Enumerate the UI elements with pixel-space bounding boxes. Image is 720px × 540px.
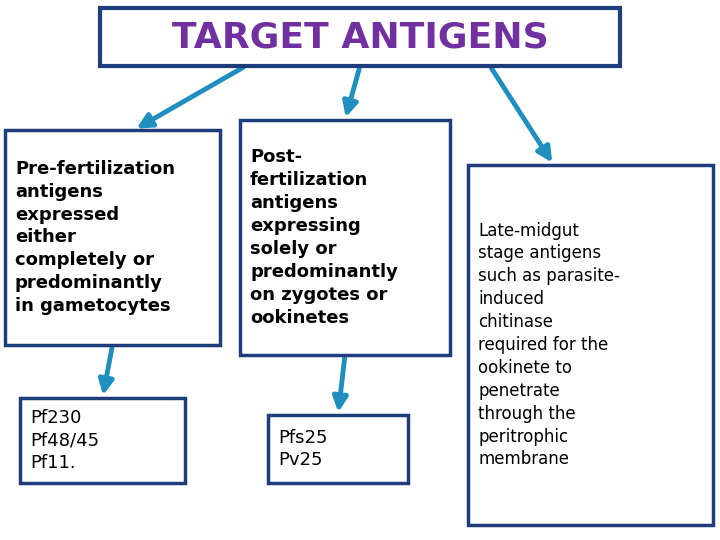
FancyBboxPatch shape — [468, 165, 713, 525]
Text: Late-midgut
stage antigens
such as parasite-
induced
chitinase
required for the
: Late-midgut stage antigens such as paras… — [478, 221, 620, 469]
Text: TARGET ANTIGENS: TARGET ANTIGENS — [171, 20, 549, 54]
FancyBboxPatch shape — [240, 120, 450, 355]
FancyBboxPatch shape — [268, 415, 408, 483]
FancyBboxPatch shape — [5, 130, 220, 345]
Text: Pre-fertilization
antigens
expressed
either
completely or
predominantly
in gamet: Pre-fertilization antigens expressed eit… — [15, 160, 175, 315]
Text: Post-
fertilization
antigens
expressing
solely or
predominantly
on zygotes or
oo: Post- fertilization antigens expressing … — [250, 148, 398, 327]
FancyBboxPatch shape — [20, 398, 185, 483]
Text: Pf230
Pf48/45
Pf11.: Pf230 Pf48/45 Pf11. — [30, 409, 99, 472]
Text: Pfs25
Pv25: Pfs25 Pv25 — [278, 429, 328, 469]
FancyBboxPatch shape — [100, 8, 620, 66]
